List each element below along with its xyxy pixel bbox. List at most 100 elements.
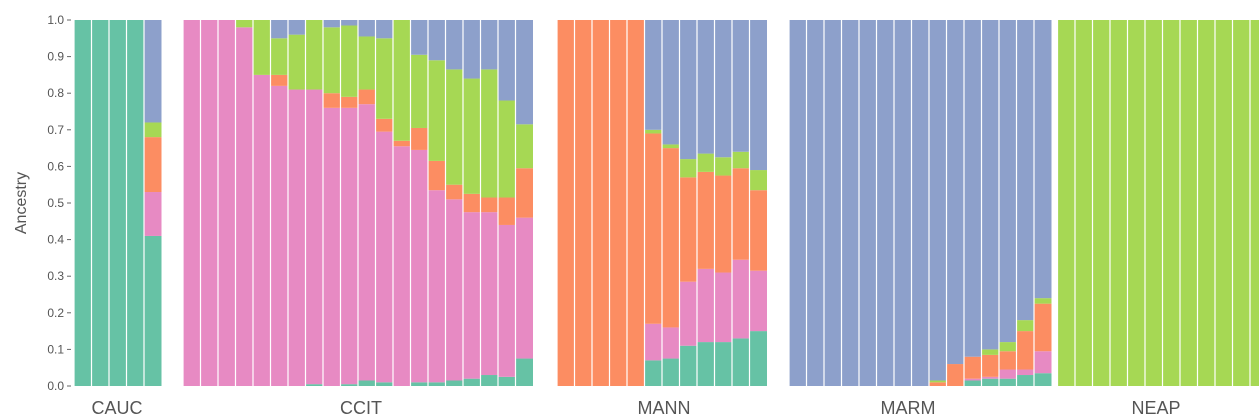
bar-segment-green: [253, 20, 271, 75]
bar-segment-blue: [732, 20, 750, 152]
stacked-bar: [304, 20, 323, 386]
bar-segment-teal: [1034, 373, 1052, 386]
stacked-bar: [858, 20, 877, 386]
bar-segment-orange: [375, 118, 393, 132]
bar-segment-blue: [445, 20, 463, 70]
bar-segment-teal: [126, 20, 144, 386]
bar-segment-pink: [375, 131, 393, 383]
bar-segment-pink: [183, 20, 201, 386]
bar-segment-orange: [515, 168, 533, 218]
bar-segment-blue: [358, 20, 376, 37]
stacked-bar: [374, 20, 393, 386]
y-tick-label: 0.1: [47, 342, 64, 356]
stacked-bar: [840, 20, 859, 386]
bar-segment-teal: [662, 358, 680, 386]
stacked-bar: [1091, 20, 1110, 386]
y-axis: 0.0 0.1 0.2 0.3 0.4 0.5 0.6 0.7 0.8 0.9 1.0: [47, 13, 71, 393]
stacked-bar: [392, 20, 411, 386]
bar-segment-orange: [144, 137, 162, 193]
stacked-bar: [713, 20, 732, 386]
bar-segment-green: [1016, 320, 1034, 332]
bar-segment-blue: [841, 20, 859, 386]
bar-segment-blue: [999, 20, 1017, 343]
bar-segment-pink: [515, 217, 533, 359]
bar-segment-orange: [609, 20, 627, 386]
bar-segment-orange: [697, 171, 715, 269]
bar-segment-blue: [806, 20, 824, 386]
stacked-bar: [182, 20, 201, 386]
bar-segment-pink: [270, 85, 288, 386]
bar-segment-pink: [410, 149, 428, 383]
group-label-mann: MANN: [638, 398, 691, 418]
bar-segment-orange: [428, 160, 446, 191]
y-tick-label: 0.5: [47, 196, 64, 210]
bar-segment-blue: [323, 20, 341, 28]
bar-segment-pink: [714, 272, 732, 343]
bar-segment-blue: [964, 20, 982, 357]
y-tick-label: 0.9: [47, 50, 64, 64]
bar-segment-green: [340, 25, 358, 97]
bar-segment-pink: [445, 199, 463, 381]
bar-segment-blue: [679, 20, 697, 160]
bar-segment-blue: [662, 20, 680, 145]
bar-segment-blue: [789, 20, 807, 386]
bar-segment-green: [305, 20, 323, 90]
y-tick-label: 0.6: [47, 159, 64, 173]
stacked-bar: [980, 20, 999, 386]
stacked-bar: [322, 20, 341, 386]
stacked-bar: [444, 20, 463, 386]
bar-segment-green: [981, 349, 999, 355]
bar-segment-pink: [644, 323, 662, 361]
group-label-cauc: CAUC: [91, 398, 142, 418]
stacked-bar: [643, 20, 662, 386]
bar-segment-green: [1057, 20, 1075, 386]
stacked-bar: [661, 20, 680, 386]
stacked-bar: [108, 20, 127, 386]
bar-segment-teal: [410, 382, 428, 386]
stacked-bar: [1074, 20, 1093, 386]
bar-segment-green: [749, 170, 767, 191]
bar-segment-teal: [644, 360, 662, 386]
bar-group-neap: [1056, 20, 1259, 386]
stacked-bar: [1015, 20, 1034, 386]
bar-segment-blue: [144, 20, 162, 123]
bar-segment-teal: [305, 384, 323, 386]
bar-segment-teal: [749, 331, 767, 386]
bar-segment-pink: [498, 224, 516, 377]
bar-segment-green: [288, 34, 306, 90]
bar-segment-pink: [749, 270, 767, 332]
bar-segment-orange: [981, 354, 999, 377]
stacked-bar: [90, 20, 109, 386]
bar-segment-blue: [463, 20, 481, 79]
stacked-bar: [497, 20, 516, 386]
stacked-bar: [1161, 20, 1180, 386]
stacked-bar: [823, 20, 842, 386]
bar-segment-green: [1180, 20, 1198, 386]
bar-segment-green: [144, 122, 162, 138]
stacked-bar: [514, 20, 533, 386]
stacked-bar: [1033, 20, 1052, 386]
bar-segment-teal: [679, 345, 697, 386]
bar-segment-pink: [463, 212, 481, 379]
bar-segment-teal: [1016, 375, 1034, 386]
bar-segment-blue: [911, 20, 929, 386]
bar-segment-pink: [253, 74, 271, 387]
bar-segment-green: [515, 124, 533, 169]
bar-segment-blue: [410, 20, 428, 55]
bar-segment-blue: [288, 20, 306, 35]
group-label-ccit: CCIT: [340, 398, 382, 418]
bar-segment-pink: [340, 107, 358, 385]
stacked-bar: [462, 20, 481, 386]
stacked-bar: [357, 20, 376, 386]
bar-segment-teal: [109, 20, 127, 386]
stacked-bar: [998, 20, 1017, 386]
stacked-bar: [479, 20, 498, 386]
stacked-bar: [678, 20, 697, 386]
bar-segment-teal: [732, 338, 750, 386]
bar-segment-green: [393, 20, 411, 141]
bar-segment-orange: [732, 168, 750, 260]
stacked-bar: [217, 20, 236, 386]
bar-segment-pink: [679, 281, 697, 346]
bar-segment-orange: [662, 148, 680, 328]
